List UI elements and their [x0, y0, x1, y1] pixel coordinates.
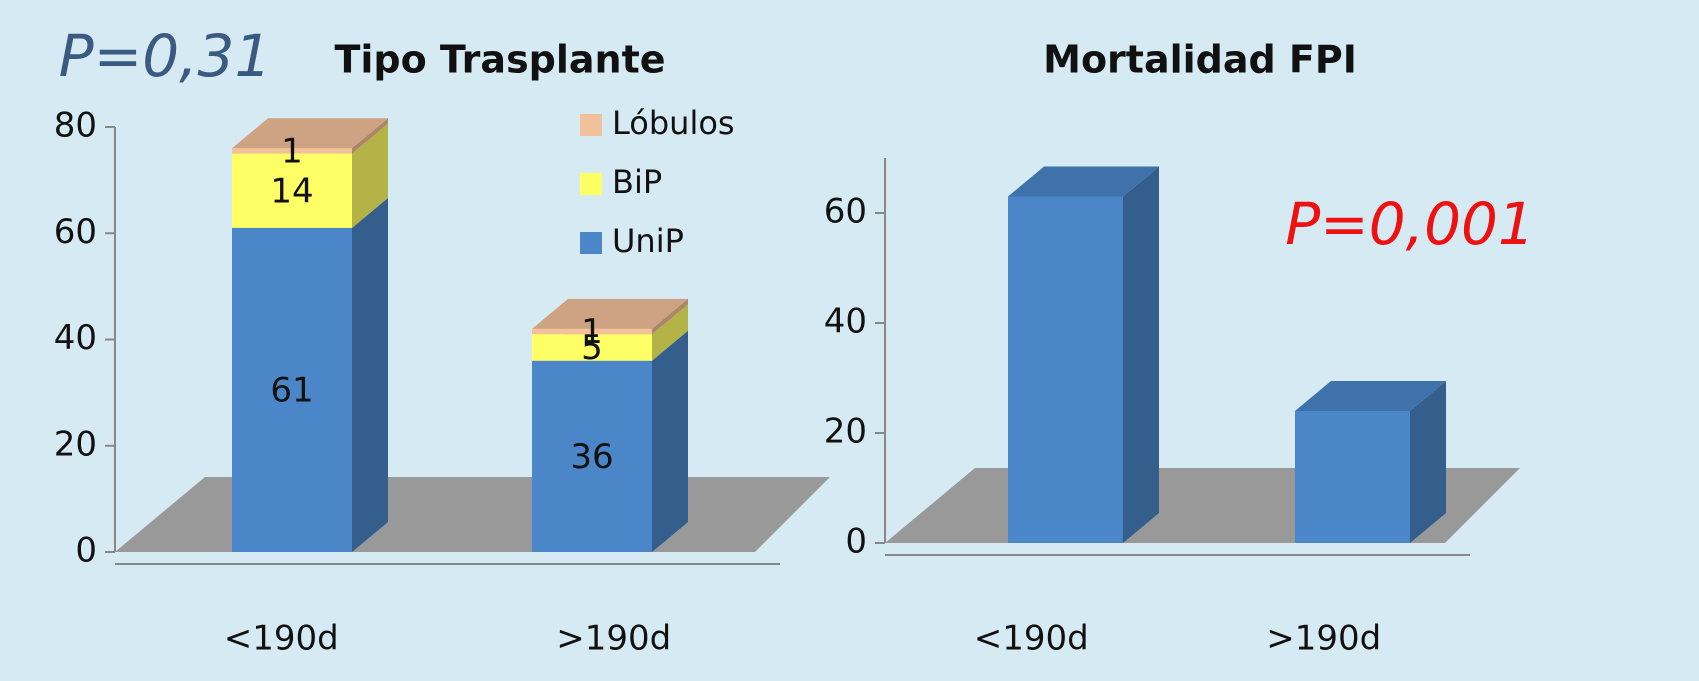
y-tick-label: 0 — [845, 522, 867, 562]
bar-top — [1295, 381, 1446, 411]
bar-side — [352, 123, 388, 228]
floor — [115, 477, 830, 552]
bar-top — [232, 118, 388, 149]
x-tick-label: <190d — [224, 619, 339, 659]
y-tick-label: 0 — [75, 531, 97, 571]
bar — [232, 227, 352, 552]
data-label: 1 — [281, 131, 303, 171]
y-tick-label: 80 — [54, 106, 97, 146]
legend-label: UniP — [612, 222, 684, 260]
bar-side — [1410, 381, 1446, 543]
bar-side — [652, 298, 688, 335]
legend-swatch — [580, 114, 602, 136]
bar — [1295, 411, 1410, 543]
data-label: 5 — [581, 328, 603, 368]
data-label: 1 — [581, 312, 603, 352]
y-tick-label: 40 — [824, 302, 867, 342]
legend-label: Lóbulos — [612, 104, 735, 142]
x-tick-label: >190d — [1266, 619, 1381, 659]
bar — [1008, 196, 1123, 543]
bar — [532, 334, 652, 361]
x-tick-label: >190d — [556, 619, 671, 659]
annotation: P=0,001 — [1285, 190, 1535, 258]
x-tick-label: <190d — [974, 619, 1089, 659]
legend-swatch — [580, 232, 602, 254]
bar-side — [652, 330, 688, 552]
bar — [532, 328, 652, 335]
data-label: 61 — [270, 370, 313, 410]
chart-title: Tipo Trasplante — [334, 38, 665, 82]
bar-top — [532, 298, 688, 329]
bar-side — [652, 304, 688, 361]
chart-title: Mortalidad FPI — [1043, 38, 1357, 82]
y-tick-label: 20 — [54, 424, 97, 464]
data-label: 36 — [570, 437, 613, 477]
y-tick-label: 60 — [54, 212, 97, 252]
bar-side — [1123, 166, 1159, 543]
y-tick-label: 20 — [824, 412, 867, 452]
legend-swatch — [580, 173, 602, 195]
bar-side — [352, 197, 388, 552]
data-label: 14 — [270, 171, 313, 211]
bar — [532, 360, 652, 552]
annotation: P=0,31 — [59, 22, 272, 90]
bar — [232, 153, 352, 228]
y-tick-label: 60 — [824, 192, 867, 232]
bar-top — [1008, 166, 1159, 197]
y-tick-label: 40 — [54, 318, 97, 358]
bar — [232, 148, 352, 154]
bar-side — [352, 118, 388, 154]
legend-label: BiP — [612, 163, 662, 201]
